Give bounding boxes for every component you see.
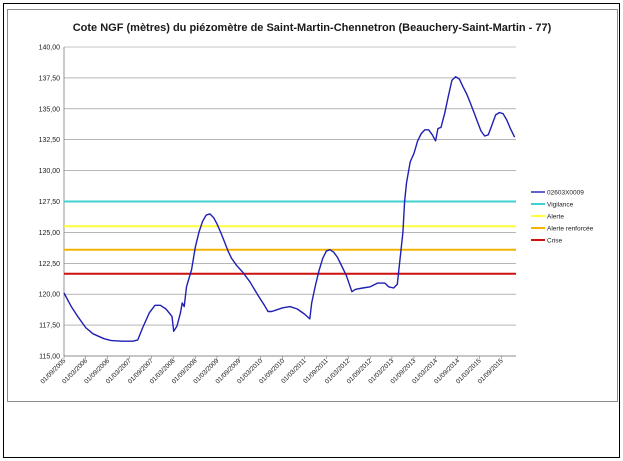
y-tick-labels: 115,00 117,50 120,00 122,50 125,00 127,50 130,… — [39, 45, 61, 361]
y-tick-label: 130,00 — [39, 168, 61, 175]
chart-title: Cote NGF (mètres) du piézomètre de Saint… — [73, 22, 552, 34]
legend-label: Alerte renforcée — [547, 225, 594, 232]
y-tick-label: 140,00 — [39, 45, 61, 52]
chart-area: Cote NGF (mètres) du piézomètre de Saint… — [7, 9, 618, 402]
y-tick-label: 135,00 — [39, 106, 61, 113]
y-tick-label: 132,50 — [39, 137, 61, 144]
page-frame: Cote NGF (mètres) du piézomètre de Saint… — [3, 3, 620, 458]
piezometer-series — [63, 76, 516, 342]
y-tick-label: 117,50 — [39, 323, 60, 330]
chart-legend: 02603X0009 Vigilance Alerte Alerte renforcé… — [531, 189, 594, 244]
legend-label: Vigilance — [547, 201, 574, 208]
y-tick-label: 125,00 — [39, 230, 61, 237]
x-tick-labels: 01/09/200501/03/200601/09/200601/03/2007… — [39, 356, 505, 385]
y-tick-label: 127,50 — [39, 199, 61, 206]
series-line — [63, 76, 516, 342]
y-tick-label: 120,00 — [39, 292, 61, 299]
chart-svg: Cote NGF (mètres) du piézomètre de Saint… — [39, 22, 594, 385]
y-tick-label: 137,50 — [39, 75, 61, 82]
legend-label: 02603X0009 — [547, 189, 584, 196]
y-tick-label: 122,50 — [39, 261, 61, 268]
legend-label: Crise — [547, 237, 563, 244]
legend-label: Alerte — [547, 213, 564, 220]
threshold-lines — [64, 200, 516, 275]
y-tick-label: 115,00 — [39, 354, 60, 361]
